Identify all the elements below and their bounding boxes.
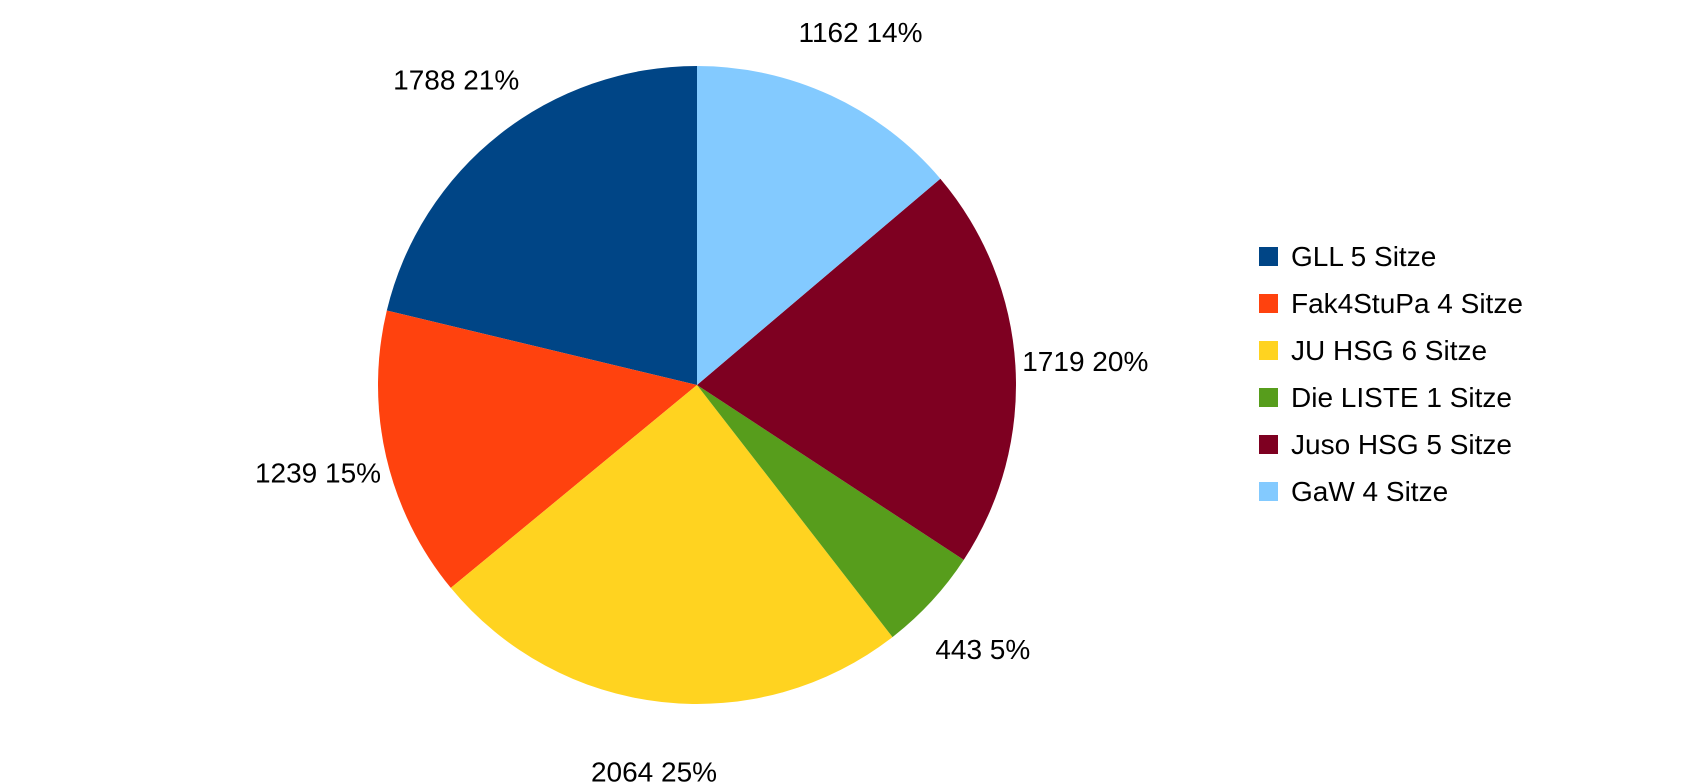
slice-data-label: 1239 15% — [255, 458, 381, 489]
legend-swatch — [1259, 435, 1278, 454]
legend-item: GaW 4 Sitze — [1259, 468, 1523, 515]
legend-item: Fak4StuPa 4 Sitze — [1259, 280, 1523, 327]
pie-slice — [377, 310, 697, 588]
pie-slice — [697, 178, 1016, 560]
legend-label: Die LISTE 1 Sitze — [1291, 381, 1512, 413]
legend-item: Die LISTE 1 Sitze — [1259, 374, 1523, 421]
slice-data-label: 443 5% — [935, 634, 1030, 665]
legend-label: JU HSG 6 Sitze — [1291, 334, 1488, 366]
legend-item: JU HSG 6 Sitze — [1259, 327, 1523, 374]
legend-label: GaW 4 Sitze — [1291, 475, 1449, 507]
slice-data-label: 2064 25% — [591, 757, 717, 784]
legend-item: GLL 5 Sitze — [1259, 233, 1523, 280]
legend-swatch — [1259, 388, 1278, 407]
pie-slice — [697, 66, 941, 385]
chart-legend: GLL 5 Sitze Fak4StuPa 4 Sitze JU HSG 6 Sit… — [1259, 233, 1523, 515]
legend-swatch — [1259, 294, 1278, 313]
legend-swatch — [1259, 247, 1278, 266]
pie-slice-labels: 1788 21% 1239 15% 2064 25% 443 5% 1719 20% 11… — [255, 17, 1148, 784]
pie-slices — [377, 66, 1016, 705]
slice-data-label: 1719 20% — [1022, 346, 1148, 377]
legend-swatch — [1259, 341, 1278, 360]
pie-slice — [697, 385, 964, 638]
slice-data-label: 1162 14% — [798, 17, 922, 48]
legend-swatch — [1259, 482, 1278, 501]
pie-slice — [386, 66, 697, 385]
legend-label: GLL 5 Sitze — [1291, 240, 1437, 272]
legend-item: Juso HSG 5 Sitze — [1259, 421, 1523, 468]
pie-slice — [450, 385, 893, 705]
legend-label: Fak4StuPa 4 Sitze — [1291, 287, 1523, 319]
legend-label: Juso HSG 5 Sitze — [1291, 428, 1512, 460]
slice-data-label: 1788 21% — [393, 65, 519, 96]
